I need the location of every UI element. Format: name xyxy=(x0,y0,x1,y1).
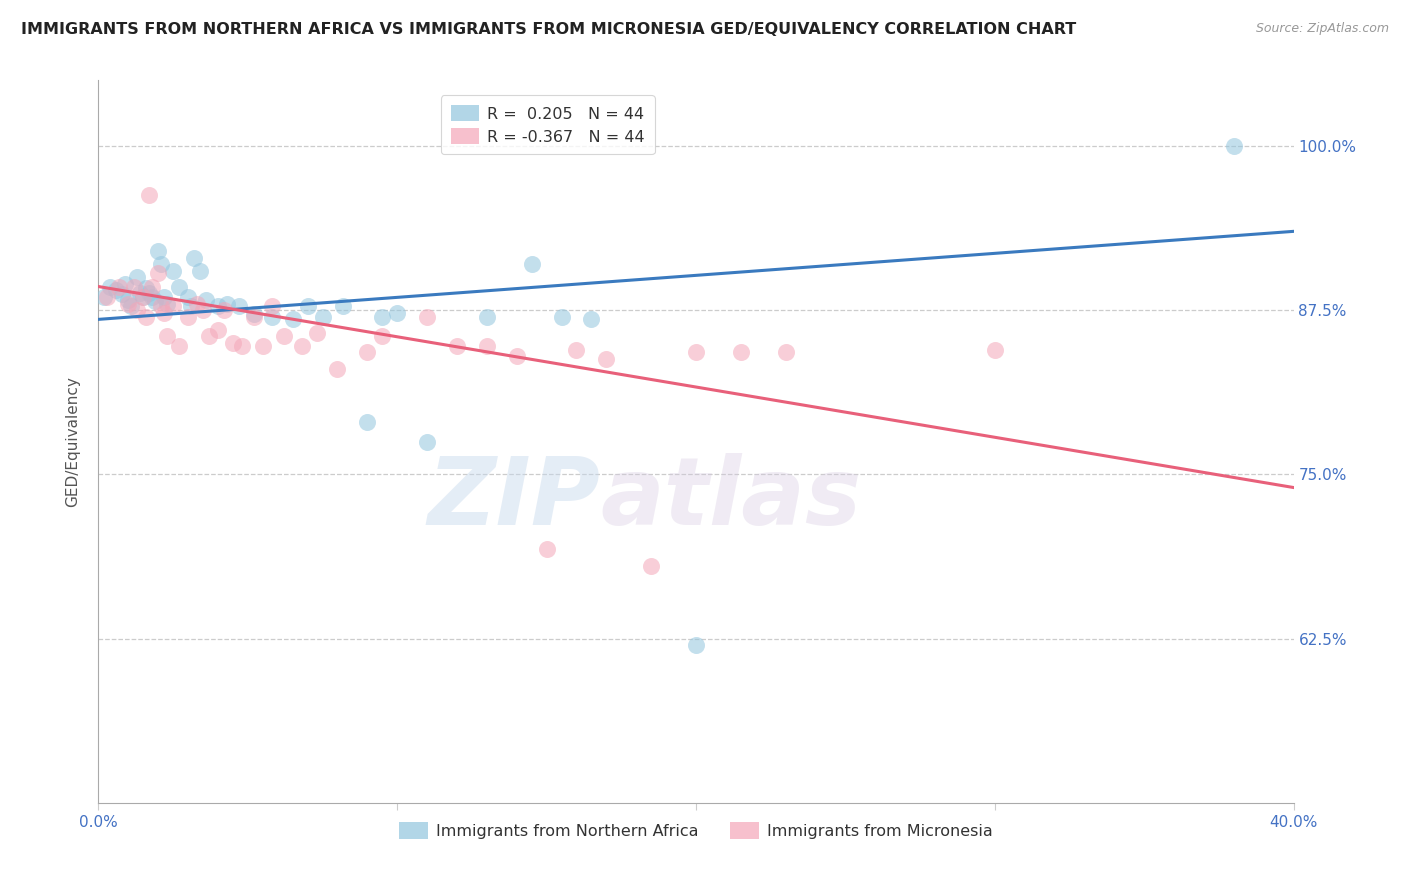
Point xyxy=(108,279,131,293)
Point xyxy=(186,296,208,310)
Point xyxy=(135,281,157,295)
Point xyxy=(141,279,163,293)
Point xyxy=(416,434,439,449)
Point xyxy=(148,266,170,280)
Point xyxy=(138,286,160,301)
Point xyxy=(132,290,155,304)
Point xyxy=(117,293,139,307)
Point xyxy=(305,326,328,340)
Point xyxy=(141,290,163,304)
Point xyxy=(243,307,266,321)
Point xyxy=(167,279,190,293)
Point xyxy=(162,299,184,313)
Point xyxy=(685,638,707,652)
Point xyxy=(156,296,179,310)
Point xyxy=(120,299,142,313)
Point xyxy=(135,310,157,324)
Point xyxy=(129,286,152,301)
Point xyxy=(252,338,274,352)
Point xyxy=(371,310,394,324)
Point xyxy=(114,277,136,291)
Point xyxy=(177,290,200,304)
Point xyxy=(260,310,283,324)
Legend: Immigrants from Northern Africa, Immigrants from Micronesia: Immigrants from Northern Africa, Immigra… xyxy=(392,816,1000,846)
Point xyxy=(291,338,314,352)
Point xyxy=(195,293,218,307)
Point xyxy=(520,257,543,271)
Point xyxy=(1223,139,1246,153)
Point xyxy=(297,299,319,313)
Point xyxy=(207,323,229,337)
Point xyxy=(595,351,617,366)
Point xyxy=(198,329,221,343)
Point xyxy=(127,270,149,285)
Point xyxy=(156,329,179,343)
Point xyxy=(105,284,128,298)
Point xyxy=(332,299,354,313)
Point xyxy=(536,542,558,557)
Point xyxy=(222,336,245,351)
Text: atlas: atlas xyxy=(600,453,862,545)
Point xyxy=(231,338,253,352)
Point xyxy=(143,293,166,308)
Point xyxy=(640,559,662,574)
Point xyxy=(730,345,752,359)
Point xyxy=(117,296,139,310)
Point xyxy=(207,299,229,313)
Point xyxy=(260,299,283,313)
Point xyxy=(228,299,250,313)
Point xyxy=(475,310,498,324)
Text: Source: ZipAtlas.com: Source: ZipAtlas.com xyxy=(1256,22,1389,36)
Point xyxy=(385,306,409,320)
Point xyxy=(581,312,603,326)
Point xyxy=(124,279,146,293)
Point xyxy=(188,264,211,278)
Point xyxy=(550,310,572,324)
Point xyxy=(356,345,378,359)
Point xyxy=(416,310,439,324)
Point xyxy=(371,329,394,343)
Text: ZIP: ZIP xyxy=(427,453,600,545)
Point xyxy=(311,310,333,324)
Point xyxy=(96,290,118,304)
Point xyxy=(281,312,304,326)
Point xyxy=(446,338,468,352)
Point xyxy=(93,290,115,304)
Point xyxy=(506,349,529,363)
Point xyxy=(183,251,205,265)
Y-axis label: GED/Equivalency: GED/Equivalency xyxy=(65,376,80,507)
Point xyxy=(475,338,498,352)
Point xyxy=(98,279,122,293)
Point xyxy=(153,306,176,320)
Point xyxy=(167,338,190,352)
Text: IMMIGRANTS FROM NORTHERN AFRICA VS IMMIGRANTS FROM MICRONESIA GED/EQUIVALENCY CO: IMMIGRANTS FROM NORTHERN AFRICA VS IMMIG… xyxy=(21,22,1077,37)
Point xyxy=(215,296,238,310)
Point xyxy=(148,244,170,258)
Point xyxy=(984,343,1007,357)
Point xyxy=(775,345,797,359)
Point xyxy=(212,303,235,318)
Point xyxy=(162,264,184,278)
Point xyxy=(150,299,173,313)
Point xyxy=(273,329,295,343)
Point xyxy=(138,187,160,202)
Point xyxy=(132,290,155,304)
Point xyxy=(685,345,707,359)
Point xyxy=(565,343,588,357)
Point xyxy=(191,303,214,318)
Point xyxy=(127,303,149,318)
Point xyxy=(326,362,349,376)
Point xyxy=(111,287,134,301)
Point xyxy=(153,290,176,304)
Point xyxy=(180,299,202,313)
Point xyxy=(243,310,266,324)
Point xyxy=(150,257,173,271)
Point xyxy=(356,415,378,429)
Point xyxy=(177,310,200,324)
